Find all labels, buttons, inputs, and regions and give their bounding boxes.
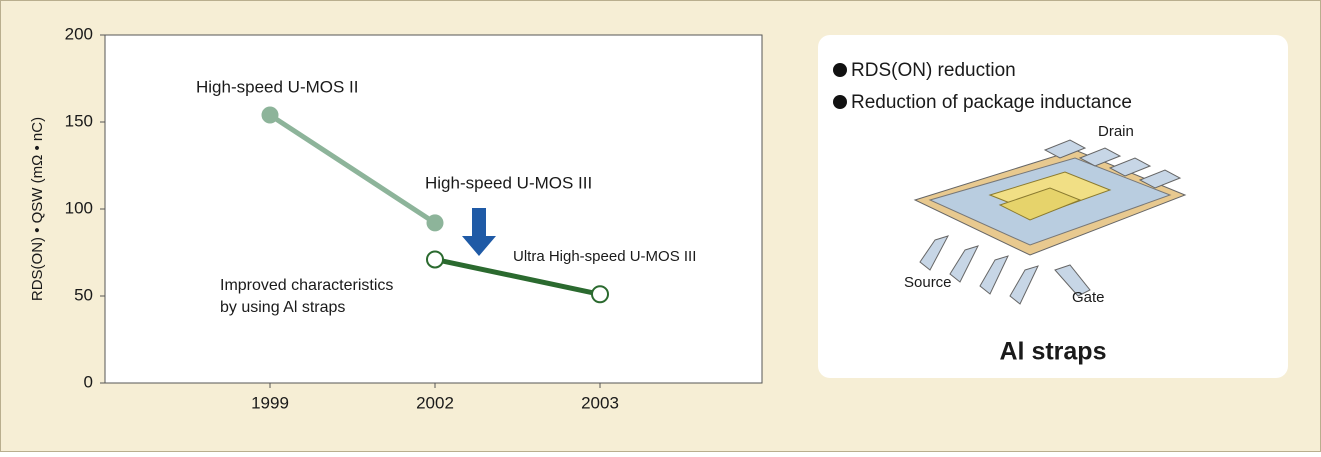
page: {"chart_data": {"type": "line", "y_label… [0, 0, 1321, 452]
data-point [427, 251, 443, 267]
annotation: High-speed U-MOS III [425, 173, 592, 192]
x-tick-label: 2003 [581, 393, 619, 412]
bullet [833, 63, 847, 77]
x-tick-label: 1999 [251, 393, 289, 412]
bullet-text: RDS(ON) reduction [851, 60, 1016, 81]
y-tick-label: 100 [65, 198, 93, 217]
data-point [262, 107, 278, 123]
callout-label: Drain [1098, 123, 1134, 140]
y-tick-label: 200 [65, 24, 93, 43]
series-label: Ultra High-speed U-MOS III [513, 248, 696, 265]
annotation: by using Al straps [220, 299, 345, 316]
x-tick-label: 2002 [416, 393, 454, 412]
y-axis-label: RDS(ON) • QSW (mΩ • nC) [29, 117, 46, 301]
annotation: Improved characteristics [220, 277, 393, 294]
data-point [592, 286, 608, 302]
caption: Al straps [1000, 338, 1107, 366]
bullet-text: Reduction of package inductance [851, 92, 1132, 113]
series-label: High-speed U-MOS II [196, 77, 359, 96]
y-tick-label: 150 [65, 111, 93, 130]
bullet [833, 95, 847, 109]
callout-label: Gate [1072, 289, 1105, 306]
y-tick-label: 0 [84, 372, 93, 391]
callout-label: Source [904, 274, 952, 291]
data-point [427, 215, 443, 231]
y-tick-label: 50 [74, 285, 93, 304]
chart: RDS(ON) • QSW (mΩ • nC) High-speed U-MOS… [0, 0, 1321, 452]
